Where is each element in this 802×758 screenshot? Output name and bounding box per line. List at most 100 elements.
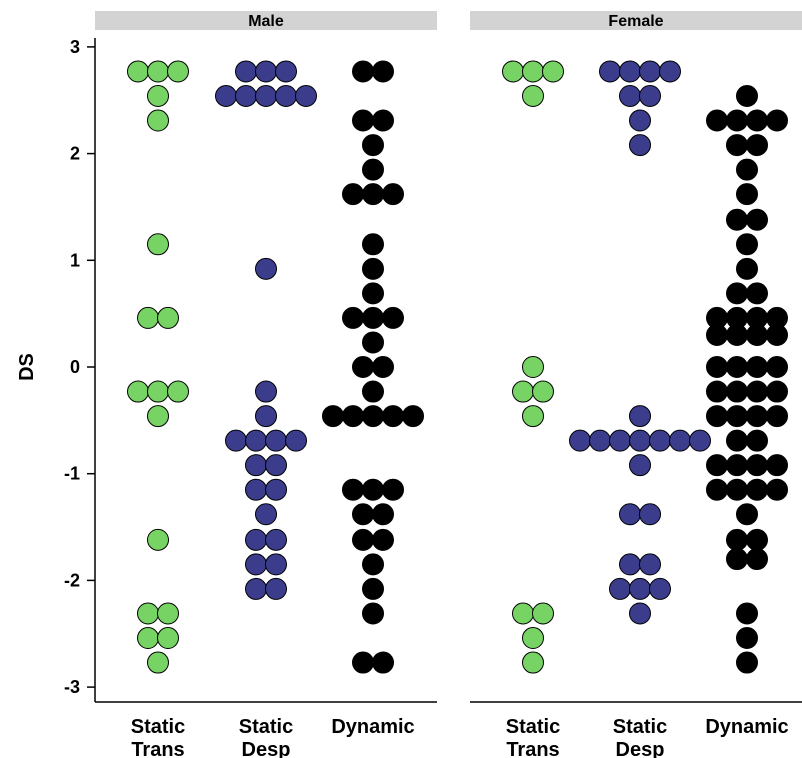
data-point (352, 651, 374, 674)
data-point (265, 478, 287, 501)
data-point (362, 380, 384, 403)
data-point (372, 60, 394, 83)
panel-strip (470, 11, 802, 30)
data-point (639, 84, 661, 107)
data-point (766, 478, 788, 501)
data-point (726, 454, 748, 477)
data-point (522, 84, 544, 107)
data-point (352, 503, 374, 526)
data-point (706, 356, 728, 378)
data-point (362, 602, 384, 625)
y-tick-label: 0 (70, 357, 80, 377)
data-point (265, 528, 287, 551)
data-point (275, 60, 297, 83)
data-point (706, 380, 728, 403)
data-point (362, 183, 384, 206)
data-point (245, 429, 267, 452)
data-point (766, 109, 788, 132)
data-point (352, 528, 374, 551)
x-tick-label: Static Desp (613, 716, 667, 758)
data-point (726, 109, 748, 132)
data-point (265, 454, 287, 477)
data-point (372, 651, 394, 674)
data-point (352, 356, 374, 378)
data-point (147, 109, 169, 132)
data-point (372, 109, 394, 132)
data-point (669, 429, 691, 452)
data-point (736, 257, 758, 280)
data-point (639, 503, 661, 526)
data-point (157, 602, 179, 625)
data-point (362, 577, 384, 600)
data-point (265, 429, 287, 452)
data-point (589, 429, 611, 452)
data-point (362, 405, 384, 428)
panels: Male Static Trans Static Desp Dynamic Female St… (95, 11, 802, 758)
x-tick-label: Dynamic (705, 716, 788, 738)
data-point (372, 503, 394, 526)
data-point (736, 651, 758, 674)
series-dynamic (706, 84, 788, 674)
data-point (746, 548, 768, 571)
series-static-desp (215, 60, 317, 600)
data-point (522, 405, 544, 428)
data-point (255, 257, 277, 280)
data-point (342, 478, 364, 501)
data-point (245, 454, 267, 477)
data-point (362, 331, 384, 354)
data-point (285, 429, 307, 452)
data-point (265, 577, 287, 600)
data-point (255, 405, 277, 428)
data-point (362, 134, 384, 157)
y-axis-title: DS (16, 353, 38, 381)
data-point (147, 528, 169, 551)
data-point (147, 233, 169, 256)
data-point (137, 306, 159, 329)
data-point (512, 602, 534, 625)
data-point (736, 158, 758, 181)
data-point (689, 429, 711, 452)
data-point (362, 257, 384, 280)
x-tick-label: Static Desp (239, 716, 293, 758)
data-point (167, 380, 189, 403)
data-point (362, 553, 384, 576)
data-point (629, 577, 651, 600)
data-point (706, 405, 728, 428)
data-point (522, 356, 544, 378)
data-point (402, 405, 424, 428)
data-point (649, 429, 671, 452)
data-point (639, 60, 661, 83)
data-point (746, 323, 768, 346)
data-point (352, 60, 374, 83)
x-tick-label: Dynamic (331, 716, 414, 738)
data-point (629, 454, 651, 477)
data-point (147, 60, 169, 83)
panel-male: Male Static Trans Static Desp Dynamic (95, 11, 437, 758)
data-point (245, 528, 267, 551)
data-point (382, 306, 404, 329)
data-point (502, 60, 524, 83)
data-point (726, 208, 748, 231)
series-static-desp (569, 60, 711, 625)
y-tick-label: 2 (70, 144, 80, 164)
data-point (362, 306, 384, 329)
data-point (619, 84, 641, 107)
panel-strip-label: Male (248, 13, 284, 30)
data-point (746, 528, 768, 551)
data-point (235, 84, 257, 107)
data-point (766, 380, 788, 403)
data-point (629, 602, 651, 625)
data-point (736, 183, 758, 206)
data-point (726, 478, 748, 501)
data-point (522, 627, 544, 650)
data-point (167, 60, 189, 83)
data-point (265, 553, 287, 576)
data-point (726, 429, 748, 452)
data-point (522, 651, 544, 674)
data-point (746, 282, 768, 305)
data-point (766, 323, 788, 346)
data-point (215, 84, 237, 107)
data-point (147, 405, 169, 428)
panel-strip (95, 11, 437, 30)
data-point (726, 380, 748, 403)
